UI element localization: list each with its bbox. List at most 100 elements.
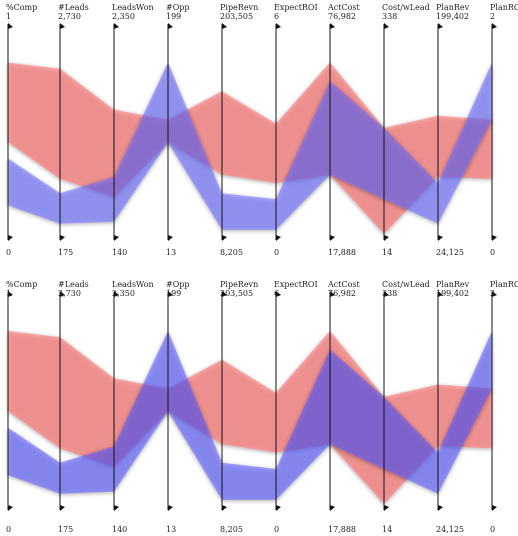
- axis-top-arrow-icon[interactable]: [8, 23, 13, 29]
- axis-top-arrow-icon[interactable]: [168, 23, 173, 29]
- axis-min-label: 0: [274, 525, 279, 534]
- axis-min-label: 0: [490, 248, 495, 257]
- axis-bottom-arrow-icon[interactable]: [168, 505, 173, 511]
- axis-top-arrow-icon[interactable]: [114, 291, 119, 297]
- axis-bottom-arrow-icon[interactable]: [276, 505, 281, 511]
- axis-min-label: 175: [58, 248, 73, 257]
- axis-max-label: 203,505: [220, 289, 253, 298]
- axis-bottom-arrow-icon[interactable]: [8, 505, 13, 511]
- axis-min-label: 0: [6, 248, 11, 257]
- axis-bottom-arrow-icon[interactable]: [384, 505, 389, 511]
- axis-title: %Comp: [6, 280, 37, 289]
- axis-top-arrow-icon[interactable]: [60, 23, 65, 29]
- axis-title: PlanROI: [490, 3, 518, 12]
- axis-bottom-arrow-icon[interactable]: [60, 505, 65, 511]
- axis-top-arrow-icon[interactable]: [222, 23, 227, 29]
- axis-min-label: 0: [490, 525, 495, 534]
- axis-max-label: 2: [490, 289, 495, 298]
- axis-min-label: 14: [382, 525, 392, 534]
- axis-min-label: 8,205: [220, 525, 243, 534]
- axis-max-label: 76,982: [328, 12, 356, 21]
- axis-bottom-arrow-icon[interactable]: [114, 505, 119, 511]
- axis-title: #Opp: [166, 280, 190, 289]
- axis-title: LeadsWon: [112, 3, 154, 12]
- axis-top-arrow-icon[interactable]: [276, 291, 281, 297]
- axis-max-label: 2: [490, 12, 495, 21]
- axis-min-label: 24,125: [436, 525, 464, 534]
- axis-min-label: 17,888: [328, 525, 356, 534]
- axis-title: PlanRev: [436, 280, 470, 289]
- axis-max-label: 76,982: [328, 289, 356, 298]
- axis-bottom-arrow-icon[interactable]: [276, 235, 281, 241]
- axis-top-arrow-icon[interactable]: [384, 23, 389, 29]
- axis-title: #Leads: [58, 3, 89, 12]
- axis-max-label: 2,730: [58, 289, 81, 298]
- axis-bottom-arrow-icon[interactable]: [114, 235, 119, 241]
- axis-title: ActCost: [327, 280, 361, 289]
- axis-top-arrow-icon[interactable]: [222, 291, 227, 297]
- axis-top-arrow-icon[interactable]: [168, 291, 173, 297]
- axis-title: PlanROI: [490, 280, 518, 289]
- axis-bottom-arrow-icon[interactable]: [330, 235, 335, 241]
- axis-top-arrow-icon[interactable]: [438, 23, 443, 29]
- axis-bottom-arrow-icon[interactable]: [438, 235, 443, 241]
- axis-max-label: 203,505: [220, 12, 253, 21]
- axis-min-label: 24,125: [436, 248, 464, 257]
- axis-min-label: 17,888: [328, 248, 356, 257]
- axis-top-arrow-icon[interactable]: [492, 23, 497, 29]
- axis-max-label: 199: [166, 289, 181, 298]
- axis-min-label: 140: [112, 525, 127, 534]
- axis-bottom-arrow-icon[interactable]: [492, 235, 497, 241]
- axis-max-label: 199,402: [436, 12, 469, 21]
- axis-max-label: 338: [382, 289, 397, 298]
- axis-bottom-arrow-icon[interactable]: [492, 505, 497, 511]
- axis-min-label: 14: [382, 248, 392, 257]
- axis-bottom-arrow-icon[interactable]: [168, 235, 173, 241]
- axis-bottom-arrow-icon[interactable]: [60, 235, 65, 241]
- axis-title: ExpectROI: [274, 3, 318, 12]
- axis-bottom-arrow-icon[interactable]: [222, 235, 227, 241]
- axis-max-label: 6: [274, 289, 279, 298]
- axis-bottom-arrow-icon[interactable]: [222, 505, 227, 511]
- axis-title: PipeRevn: [220, 280, 258, 289]
- axis-top-arrow-icon[interactable]: [384, 291, 389, 297]
- axis-max-label: 2,350: [112, 289, 135, 298]
- axis-min-label: 0: [274, 248, 279, 257]
- axis-top-arrow-icon[interactable]: [114, 23, 119, 29]
- axis-min-label: 8,205: [220, 248, 243, 257]
- parallel-chart-bottom: %Comp10#Leads2,730175LeadsWon2,350140#Op…: [6, 280, 518, 534]
- axis-top-arrow-icon[interactable]: [492, 291, 497, 297]
- axis-top-arrow-icon[interactable]: [330, 23, 335, 29]
- axis-title: PipeRevn: [220, 3, 258, 12]
- axis-max-label: 6: [274, 12, 279, 21]
- axis-min-label: 13: [166, 248, 176, 257]
- axis-top-arrow-icon[interactable]: [60, 291, 65, 297]
- axis-top-arrow-icon[interactable]: [8, 291, 13, 297]
- axis-title: ActCost: [327, 3, 361, 12]
- axis-max-label: 2,730: [58, 12, 81, 21]
- axis-min-label: 175: [58, 525, 73, 534]
- axis-title: Cost/wLead: [382, 3, 430, 12]
- axis-title: PlanRev: [436, 3, 470, 12]
- axis-max-label: 2,350: [112, 12, 135, 21]
- axis-title: Cost/wLead: [382, 280, 430, 289]
- axis-max-label: 1: [6, 12, 11, 21]
- axis-title: ExpectROI: [274, 280, 318, 289]
- axis-title: %Comp: [6, 3, 37, 12]
- axis-bottom-arrow-icon[interactable]: [384, 235, 389, 241]
- axis-top-arrow-icon[interactable]: [276, 23, 281, 29]
- axis-title: #Leads: [58, 280, 89, 289]
- axis-max-label: 199,402: [436, 289, 469, 298]
- axis-top-arrow-icon[interactable]: [330, 291, 335, 297]
- axis-bottom-arrow-icon[interactable]: [8, 235, 13, 241]
- blue-band-bottom: [8, 331, 492, 500]
- axis-bottom-arrow-icon[interactable]: [330, 505, 335, 511]
- axis-max-label: 1: [6, 289, 11, 298]
- axis-bottom-arrow-icon[interactable]: [438, 505, 443, 511]
- blue-band-top: [8, 62, 492, 230]
- axis-min-label: 0: [6, 525, 11, 534]
- parallel-chart-top: %Comp10#Leads2,730175LeadsWon2,350140#Op…: [6, 3, 518, 257]
- axis-top-arrow-icon[interactable]: [438, 291, 443, 297]
- axis-max-label: 199: [166, 12, 181, 21]
